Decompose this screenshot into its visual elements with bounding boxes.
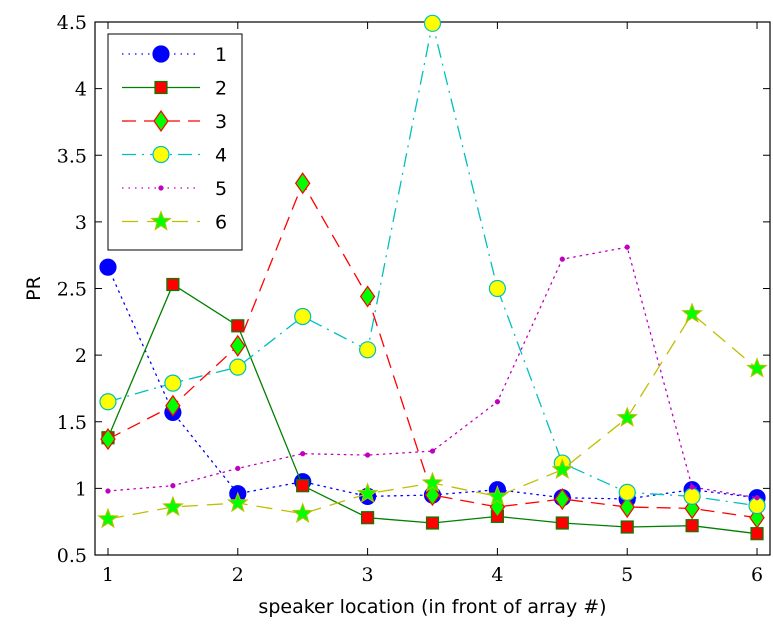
data-point: [754, 495, 760, 501]
data-point: [551, 458, 574, 479]
data-point: [230, 334, 246, 357]
data-point: [494, 399, 501, 405]
data-point: [624, 244, 630, 250]
data-point: [364, 452, 371, 458]
legend-marker: [150, 210, 172, 231]
legend-entry: 3: [122, 109, 227, 133]
legend-label: 1: [215, 44, 227, 66]
data-point: [99, 258, 117, 276]
legend-marker: [152, 145, 170, 164]
legend-marker: [153, 109, 169, 133]
series-line: [107, 246, 758, 499]
data-point: [616, 406, 639, 427]
y-tick-label: 3.5: [57, 145, 87, 167]
data-point: [681, 302, 703, 324]
data-point: [555, 516, 569, 530]
y-tick-label: 0.5: [57, 545, 87, 567]
legend-marker: [154, 80, 168, 95]
data-point: [296, 479, 310, 493]
data-point: [164, 374, 182, 392]
legend-entry: 6: [122, 210, 227, 234]
data-point: [689, 484, 695, 490]
data-point: [683, 487, 701, 505]
legend-label: 5: [215, 178, 227, 200]
y-tick-label: 4.5: [57, 12, 87, 34]
data-point: [554, 487, 571, 511]
axis-ticks: 1 2 3 4 5 6 0.5 1 1.5 2 2.5 3 3.5 4 4.5: [57, 12, 770, 586]
series-line: [107, 266, 758, 500]
data-point: [358, 341, 377, 359]
data-point: [105, 488, 111, 494]
legend-entry: 2: [122, 78, 227, 100]
data-point: [356, 482, 379, 503]
y-tick-label: 1.5: [57, 412, 87, 434]
data-point: [423, 14, 442, 32]
y-axis-label: PR: [23, 276, 45, 301]
data-point: [166, 277, 180, 292]
data-point: [618, 483, 636, 501]
y-tick-label: 4: [75, 79, 87, 101]
series-5: [105, 244, 760, 501]
legend-entry: 5: [122, 178, 227, 200]
legend-entry: 4: [122, 145, 227, 167]
series-6: [97, 302, 768, 529]
legend-marker: [152, 45, 170, 63]
x-tick-label: 2: [232, 564, 244, 586]
x-tick-label: 6: [751, 564, 763, 586]
y-tick-label: 3: [75, 212, 87, 234]
data-point: [486, 484, 509, 506]
data-point: [162, 495, 184, 517]
data-point: [425, 516, 440, 530]
data-point: [359, 285, 376, 308]
y-tick-label: 1: [75, 478, 87, 500]
data-point: [170, 483, 176, 489]
y-tick-label: 2.5: [57, 279, 87, 301]
y-tick-label: 2: [75, 345, 87, 367]
data-point: [620, 520, 634, 534]
data-point: [226, 491, 249, 513]
legend-label: 6: [215, 212, 227, 234]
data-point: [300, 451, 306, 457]
data-point: [360, 511, 375, 525]
x-tick-label: 3: [362, 564, 374, 586]
series-layer: [97, 14, 768, 541]
legend-entry: 1: [122, 44, 227, 66]
legend-label: 4: [215, 145, 227, 167]
legend-label: 3: [215, 111, 227, 133]
data-point: [294, 307, 312, 326]
legend-box: [107, 33, 243, 251]
x-tick-label: 1: [102, 564, 114, 586]
x-tick-label: 5: [621, 564, 633, 586]
data-point: [559, 256, 565, 262]
data-point: [100, 428, 116, 451]
legend-marker: [158, 185, 164, 191]
data-point: [685, 519, 699, 533]
series-2: [101, 277, 764, 541]
data-point: [421, 471, 444, 493]
data-point: [488, 279, 507, 298]
data-point: [429, 448, 436, 454]
data-point: [165, 394, 181, 417]
data-point: [619, 495, 635, 519]
data-point: [99, 393, 117, 411]
x-tick-label: 4: [491, 564, 503, 586]
data-point: [97, 507, 119, 529]
data-point: [229, 358, 247, 376]
data-point: [291, 502, 314, 523]
data-point: [235, 465, 241, 472]
x-axis-label: speaker location (in front of array #): [258, 596, 606, 618]
legend: 1 2 3 4 5 6: [107, 33, 243, 251]
legend-label: 2: [215, 78, 227, 100]
data-point: [294, 172, 311, 195]
data-point: [750, 527, 764, 541]
data-point: [231, 319, 245, 333]
data-point: [746, 357, 768, 378]
